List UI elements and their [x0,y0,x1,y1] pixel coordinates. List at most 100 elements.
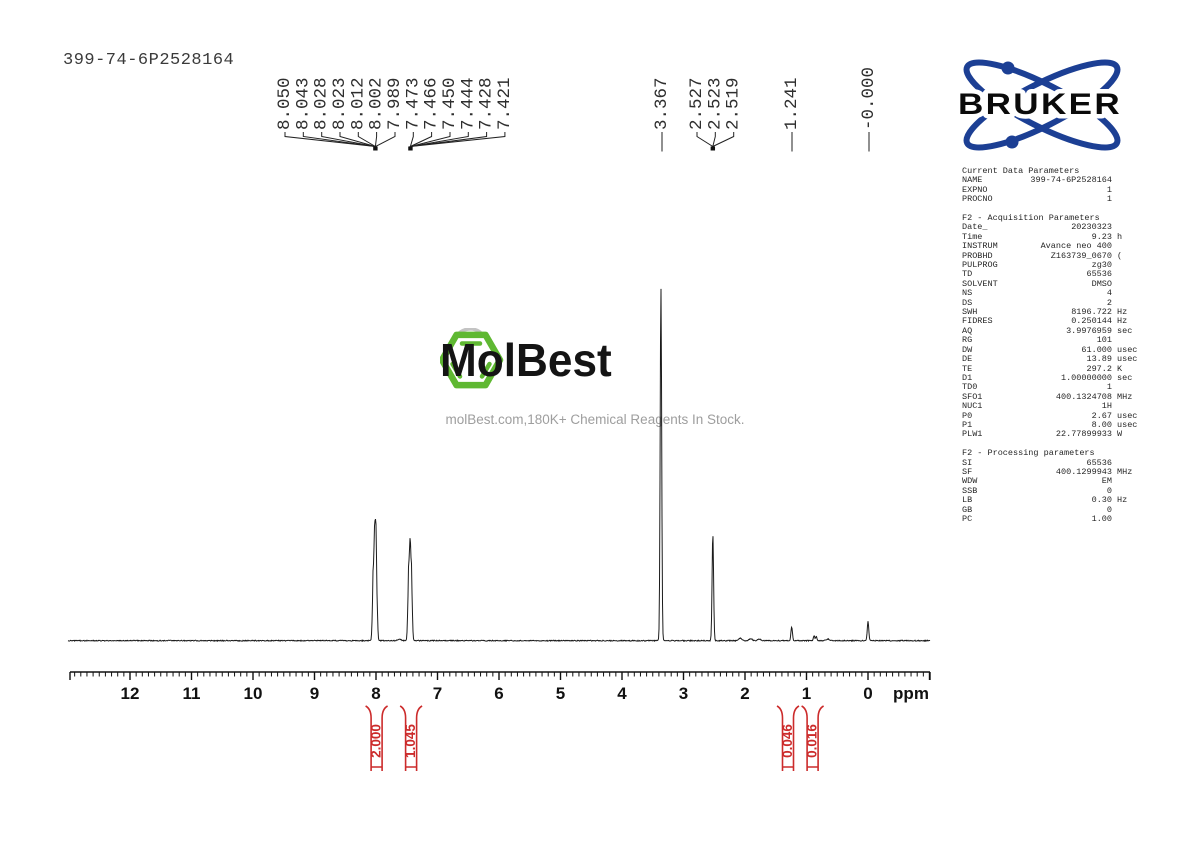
parameter-value: 20230323 [1071,222,1112,233]
parameter-row: DE 13.89 usec [962,354,1178,365]
peak-label: -0.000 [859,67,879,130]
peak-label: 8.002 [367,77,387,130]
parameter-row: TE 297.2 K [962,363,1178,374]
parameter-section-title: Current Data Parameters [962,166,1080,176]
parameter-value: 297.2 [1086,363,1112,374]
axis-tick-label: 4 [617,684,627,703]
peak-label-connector [409,132,469,150]
parameter-value: 3.9976959 [1066,325,1112,336]
parameter-label: NUC1 [962,401,983,412]
bruker-logo-text-halo: BRUKER [958,88,1122,121]
parameter-row: WDW EM [962,476,1178,487]
peak-label: 7.421 [495,77,515,130]
hexagon-bond-right [479,361,492,379]
parameter-row: LB 0.30 Hz [962,495,1178,506]
parameter-label: SOLVENT [962,278,998,289]
parameter-value: 65536 [1086,457,1112,468]
axis-tick-label: 12 [121,684,140,703]
connector-node [408,146,413,151]
parameter-row: TD0 1 [962,382,1178,393]
parameter-value: 1.00000000 [1060,372,1112,383]
parameter-value: DMSO [1091,278,1112,289]
parameter-label: NS [962,288,973,299]
spectrum-trace [67,288,931,643]
parameter-label: P0 [962,410,973,421]
peak-label-connector [284,132,376,150]
peak-label: 8.050 [275,77,295,130]
parameter-row: NS 4 [962,288,1178,299]
axis-tick-label: 2 [740,684,749,703]
parameter-label: P1 [962,419,973,430]
parameter-label: DE [962,354,973,365]
parameter-row: INSTRUM Avance neo 400 [962,241,1178,252]
peak-label: 8.043 [293,77,313,130]
axis-unit-label: ppm [893,684,929,703]
parameter-label: PROCNO [962,194,993,205]
molbest-brand-text: MolBest [440,334,612,386]
parameter-label: RG [962,335,973,346]
parameter-value: 399-74-6P2528164 [1030,175,1112,186]
integral-bracket [776,705,800,771]
axis-tick-label: 0 [863,684,872,703]
integral-value: 0.046 [780,724,795,758]
parameter-value: 9.23 [1091,231,1112,242]
parameter-row: SI 65536 [962,457,1178,468]
parameter-label: SFO1 [962,391,983,402]
parameter-label: TD [962,269,973,280]
parameter-value: 61.000 [1081,344,1112,355]
parameter-label: PROBHD [962,250,993,261]
parameter-label: TE [962,363,973,374]
parameter-row: DS 2 [962,297,1178,308]
connector-node [710,146,716,151]
hexagon-outline [440,331,504,389]
parameter-value: 1 [1106,184,1112,195]
axis-tick-label: 6 [494,684,503,703]
parameter-row: PROBHD Z163739_0670 ( [962,250,1178,261]
molbest-tagline: molBest.com,180K+ Chemical Reagents In S… [445,412,745,427]
peak-label: 2.523 [705,77,725,130]
bruker-logo-text: BRUKER [958,88,1122,121]
parameter-label: DW [962,344,973,355]
peak-label: 7.444 [458,77,478,130]
parameter-unit: MHz [1117,391,1133,402]
parameter-row: SF 400.1299943 MHz [962,467,1178,477]
peak-label: 7.428 [477,77,497,130]
parameter-row: TD 65536 [962,269,1178,280]
parameter-row: GB 0 [962,504,1178,515]
parameter-label: Date_ [962,222,988,233]
parameter-section-title: F2 - Processing parameters [962,448,1095,459]
parameter-row: AQ 3.9976959 sec [962,325,1178,336]
axis-tick-label: 9 [310,684,319,703]
parameter-unit: usec [1117,419,1138,430]
parameter-value: 400.1324708 [1055,391,1112,402]
parameter-value: zg30 [1091,260,1112,271]
parameter-label: DS [962,297,973,308]
peak-label: 7.450 [440,77,460,130]
parameter-value: 1 [1106,382,1112,393]
parameter-value: 1.00 [1091,514,1112,524]
parameter-label: WDW [962,476,978,487]
parameter-label: GB [962,504,973,515]
parameter-unit: Hz [1117,316,1128,327]
hexagon-bond-left [450,361,463,379]
peak-label: 2.519 [724,77,744,130]
axis-tick-label: 11 [183,684,201,703]
parameter-row: SFO1 400.1324708 MHz [962,391,1178,402]
axis-tick-label: 3 [679,684,688,703]
peak-label: 8.028 [312,77,332,130]
parameter-label: PULPROG [962,260,998,271]
parameter-unit: ( [1117,250,1123,261]
orbit-dot-top [1001,61,1015,75]
parameter-value: 0 [1106,485,1112,496]
parameter-value: Avance neo 400 [1040,241,1112,252]
parameter-value: 2.67 [1091,410,1112,421]
parameter-row: SOLVENT DMSO [962,278,1178,289]
parameter-unit: usec [1117,344,1138,355]
parameter-row: PC 1.00 [962,514,1178,524]
parameter-label: SSB [962,485,978,496]
peak-label: 1.241 [782,77,802,130]
parameter-value: 0.30 [1091,495,1112,506]
parameter-unit: Hz [1117,495,1128,506]
parameter-unit: sec [1117,372,1133,383]
